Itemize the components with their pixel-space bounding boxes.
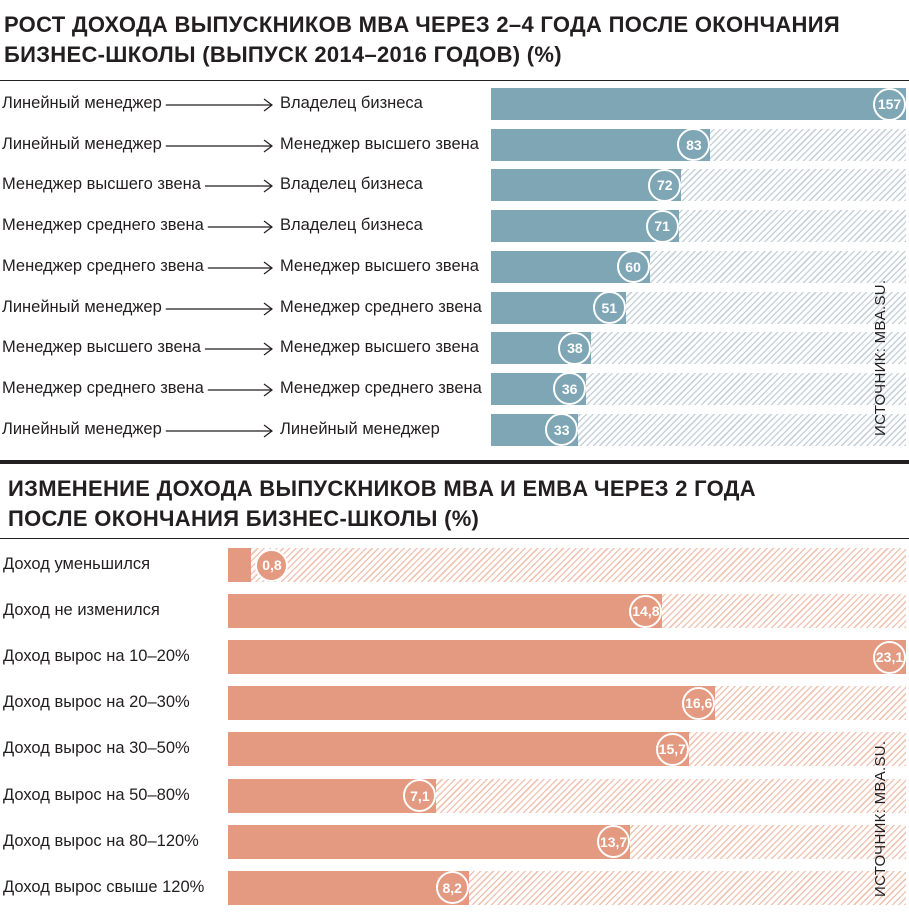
transition-arrow <box>165 424 273 438</box>
value-badge: 33 <box>545 413 579 447</box>
bar-track <box>491 250 906 283</box>
transition-to-label: Менеджер высшего звена <box>280 256 479 275</box>
value-badge: 23,1 <box>873 640 906 674</box>
transition-from-label: Менеджер высшего звена <box>2 175 201 194</box>
bar-track <box>228 824 906 859</box>
transition-to-label: Менеджер среднего звена <box>280 297 482 316</box>
bar <box>228 548 252 582</box>
transition-to-label: Менеджер высшего звена <box>280 134 479 153</box>
transition-arrow <box>204 342 273 356</box>
value-badge: 0,8 <box>255 548 289 582</box>
bar <box>228 824 631 859</box>
category-label: Доход вырос на 30–50% <box>3 739 190 758</box>
transition-from-label: Линейный менеджер <box>2 297 162 316</box>
value-badge: 14,8 <box>629 594 663 628</box>
category-label: Доход вырос на 80–120% <box>3 831 199 850</box>
chart2-title: ИЗМЕНЕНИЕ ДОХОДА ВЫПУСКНИКОВ MBA И EMBA … <box>8 476 756 531</box>
value-badge: 8,2 <box>435 871 469 905</box>
transition-arrow <box>165 302 273 315</box>
value-badge: 157 <box>873 87 906 121</box>
category-label: Доход не изменился <box>3 601 160 620</box>
category-label: Доход уменьшился <box>3 555 151 573</box>
value-badge: 15,7 <box>655 732 689 766</box>
transition-from-label: Линейный менеджер <box>2 419 162 438</box>
transition-arrow <box>204 179 273 193</box>
value-badge: 13,7 <box>597 825 631 859</box>
value-badge: 60 <box>616 250 650 284</box>
bar <box>491 88 906 120</box>
transition-to-label: Менеджер высшего звена <box>280 338 479 357</box>
value-badge: 7,1 <box>403 779 437 812</box>
chart1-source: ИСТОЧНИК: MBA.SU. <box>872 279 889 436</box>
bar-track <box>228 640 906 675</box>
value-badge: 83 <box>677 128 711 162</box>
chart2-source: ИСТОЧНИК: MBA.SU. <box>872 740 889 897</box>
value-badge: 71 <box>645 209 679 243</box>
bar <box>228 870 469 905</box>
value-badge: 51 <box>592 291 626 324</box>
section-divider <box>0 460 909 464</box>
transition-arrow <box>207 220 273 234</box>
value-badge: 38 <box>558 331 592 365</box>
bar-track <box>228 870 906 905</box>
bar-track <box>228 778 906 813</box>
transition-from-label: Менеджер среднего звена <box>2 256 204 275</box>
value-badge: 16,6 <box>682 686 716 720</box>
bar-track <box>228 548 906 582</box>
transition-to-label: Владелец бизнеса <box>280 216 423 235</box>
bar <box>228 594 663 629</box>
transition-to-label: Менеджер среднего звена <box>280 378 482 397</box>
chart1-top-rule <box>0 80 909 81</box>
transition-from-label: Менеджер среднего звена <box>2 216 204 235</box>
transition-arrow <box>207 261 273 275</box>
category-label: Доход вырос свыше 120% <box>3 877 205 896</box>
chart1-title: РОСТ ДОХОДА ВЫПУСКНИКОВ MBA ЧЕРЕЗ 2–4 ГО… <box>4 12 840 67</box>
category-label: Доход вырос на 50–80% <box>3 785 190 804</box>
bar-track <box>491 210 906 243</box>
transition-to-label: Владелец бизнеса <box>280 94 423 112</box>
bar-track <box>491 332 906 365</box>
transition-arrow <box>165 139 273 153</box>
bar <box>228 732 689 767</box>
transition-to-label: Линейный менеджер <box>280 419 440 438</box>
bar <box>228 686 716 721</box>
bar <box>228 778 437 813</box>
bar-track <box>491 169 906 202</box>
chart2-top-rule <box>0 538 909 539</box>
transition-from-label: Линейный менеджер <box>2 134 162 153</box>
value-badge: 36 <box>553 372 587 406</box>
bar-track <box>228 594 906 629</box>
bar-track <box>491 88 906 120</box>
value-badge: 72 <box>648 168 682 202</box>
transition-from-label: Линейный менеджер <box>2 94 162 112</box>
transition-arrow <box>207 383 273 397</box>
bar <box>228 640 906 675</box>
bar-track <box>491 291 906 324</box>
transition-from-label: Менеджер высшего звена <box>2 338 201 357</box>
bar-track <box>228 732 906 767</box>
transition-from-label: Менеджер среднего звена <box>2 378 204 397</box>
bar-track <box>228 686 906 721</box>
category-label: Доход вырос на 20–30% <box>3 693 190 712</box>
category-label: Доход вырос на 10–20% <box>3 647 190 666</box>
transition-arrow <box>165 98 273 112</box>
bar <box>491 128 711 161</box>
transition-to-label: Владелец бизнеса <box>280 175 423 194</box>
